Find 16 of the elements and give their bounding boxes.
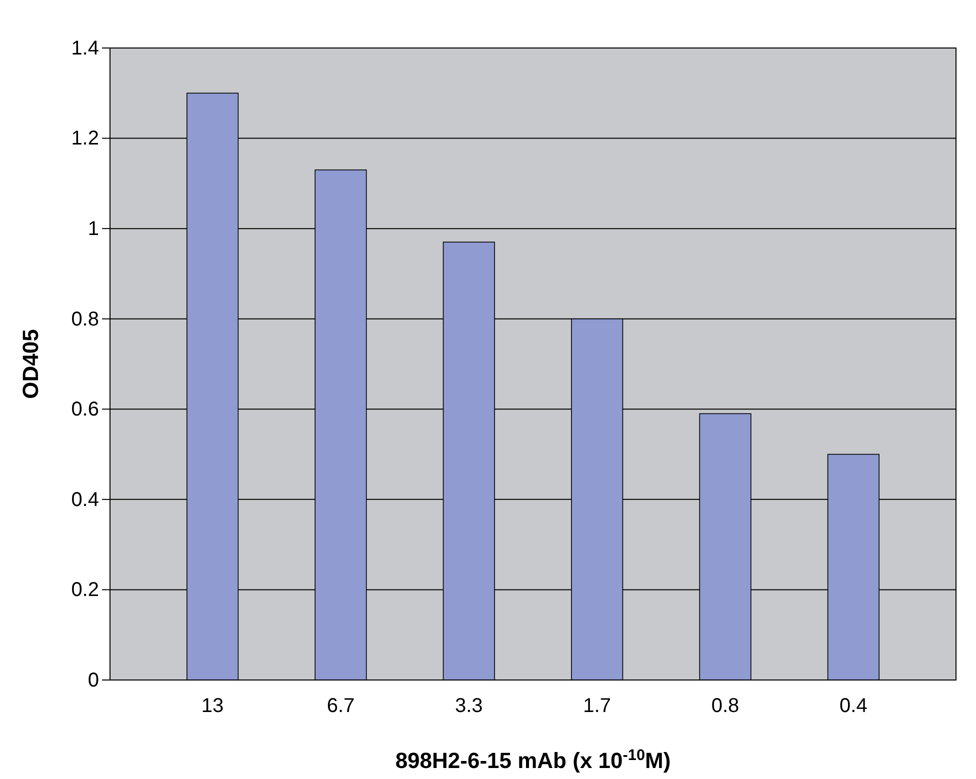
y-tick-label: 1: [88, 218, 99, 240]
y-tick-label: 1.4: [71, 37, 99, 60]
x-tick-label: 6.7: [326, 695, 355, 718]
y-tick-label: 1.2: [71, 128, 99, 150]
x-tick-label: 0.8: [711, 695, 740, 718]
y-tick-label: 0.4: [71, 488, 99, 511]
y-tick-label: 0: [88, 669, 99, 692]
x-tick-label: 13: [201, 695, 224, 718]
x-tick-label: 0.4: [840, 695, 868, 718]
x-axis-title: 898H2-6-15 mAb (x 10$^{-10}$M): [395, 746, 671, 773]
y-tick-label: 0.8: [71, 308, 99, 330]
y-tick-label: 0.2: [71, 579, 99, 602]
y-axis-title: OD405: [18, 329, 43, 399]
x-tick-label: 1.7: [583, 695, 611, 718]
y-tick-label: 0.6: [71, 398, 99, 421]
x-tick-label: 3.3: [455, 695, 483, 718]
